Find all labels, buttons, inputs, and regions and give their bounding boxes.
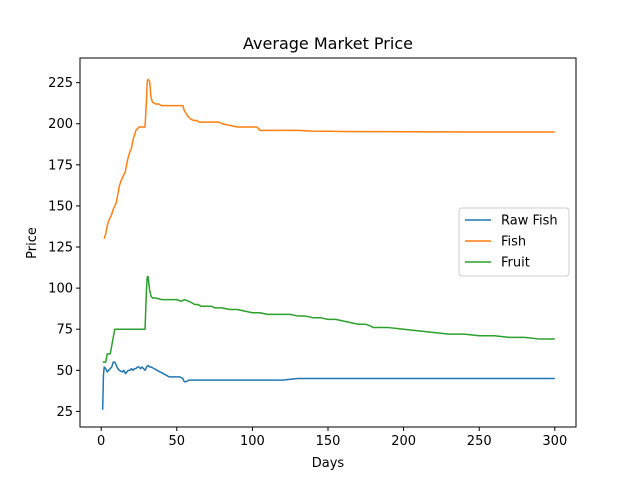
series-line-fish (103, 78, 555, 240)
x-axis-label: Days (312, 456, 345, 471)
legend-label: Fish (501, 235, 526, 250)
y-tick-label: 200 (48, 117, 73, 132)
y-tick-label: 175 (48, 158, 73, 173)
x-tick-label: 50 (169, 434, 186, 449)
chart-title: Average Market Price (243, 34, 413, 53)
x-tick-label: 200 (391, 434, 416, 449)
x-tick-label: 250 (467, 434, 492, 449)
y-tick-label: 50 (56, 364, 73, 379)
series-line-raw-fish (101, 361, 555, 410)
x-tick-label: 100 (240, 434, 265, 449)
y-tick-label: 100 (48, 282, 73, 297)
x-tick-label: 300 (542, 434, 567, 449)
series-line-fruit (102, 275, 555, 363)
series-layer (101, 78, 555, 410)
y-axis: 25 50 75 100 125 150 175 200 225 (48, 76, 80, 420)
legend-box (458, 207, 570, 277)
y-tick-label: 25 (56, 405, 73, 420)
y-tick-label: 225 (48, 76, 73, 91)
legend: Raw Fish Fish Fruit (458, 207, 570, 277)
y-tick-label: 150 (48, 199, 73, 214)
x-tick-label: 150 (316, 434, 341, 449)
legend-label: Raw Fish (501, 214, 558, 229)
x-axis: 0 50 100 150 200 250 300 (97, 427, 567, 449)
y-tick-label: 75 (56, 323, 73, 338)
y-tick-label: 125 (48, 241, 73, 256)
legend-label: Fruit (501, 256, 530, 271)
y-axis-label: Price (25, 227, 40, 259)
x-tick-label: 0 (97, 434, 105, 449)
